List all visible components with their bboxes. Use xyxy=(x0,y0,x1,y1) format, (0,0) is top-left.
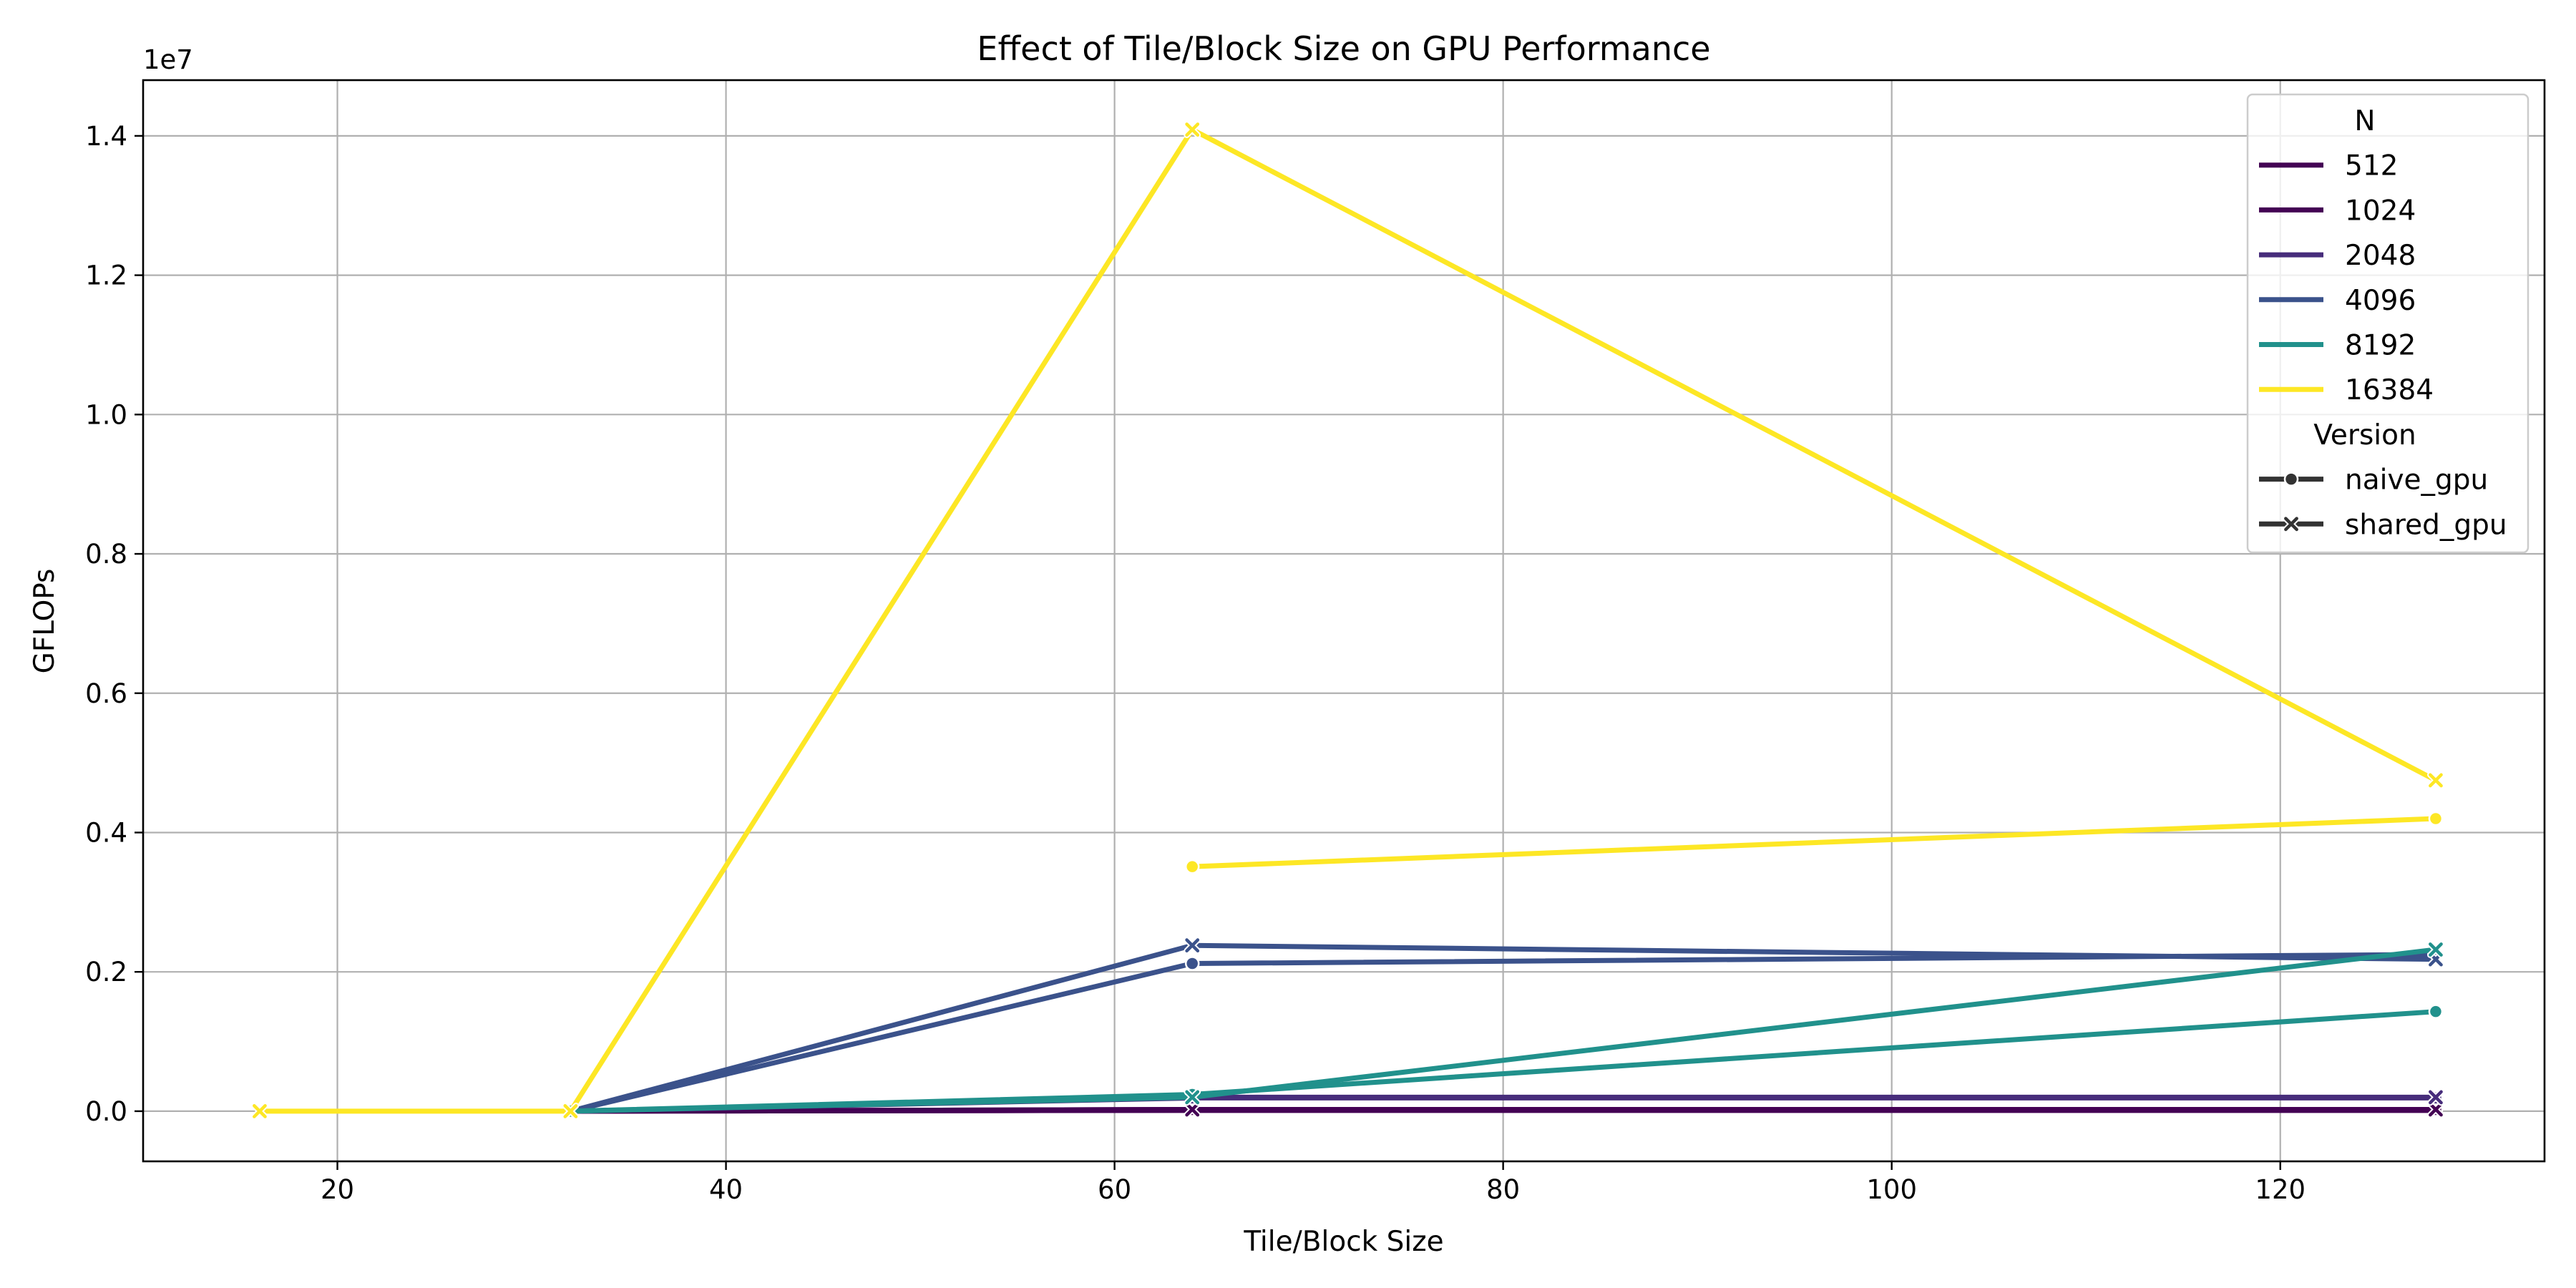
data-point-8192-shared_gpu-64 xyxy=(1184,1088,1201,1106)
legend-label-naive_gpu: naive_gpu xyxy=(2345,464,2488,497)
data-point-16384-naive_gpu-64 xyxy=(1184,859,1200,874)
x-tick-label-20: 20 xyxy=(321,1174,354,1205)
chart-title: Effect of Tile/Block Size on GPU Perform… xyxy=(977,29,1710,68)
data-point-2048-shared_gpu-128 xyxy=(2427,1088,2444,1106)
y-tick-label-2: 0.4 xyxy=(85,817,127,848)
x-tick-label-100: 100 xyxy=(1866,1174,1917,1205)
y-tick-label-4: 0.8 xyxy=(85,539,127,570)
data-point-1024-shared_gpu-128 xyxy=(2427,1101,2444,1118)
legend-label-2048: 2048 xyxy=(2345,240,2416,272)
x-tick-label-60: 60 xyxy=(1098,1174,1131,1205)
y-tick-label-3: 0.6 xyxy=(85,678,127,709)
y-tick-label-7: 1.4 xyxy=(85,121,127,152)
legend: N 512 1024 2048 4096 8192 16384 Version naive_gp… xyxy=(2246,93,2529,554)
legend-label-1024: 1024 xyxy=(2345,195,2416,227)
y-tick-label-6: 1.2 xyxy=(85,260,127,291)
x-tick-label-120: 120 xyxy=(2255,1174,2306,1205)
y-tick-label-0: 0.0 xyxy=(85,1096,127,1127)
legend-title-n: N xyxy=(2354,105,2375,137)
data-point-8192-shared_gpu-128 xyxy=(2427,941,2444,958)
legend-label-4096: 4096 xyxy=(2345,285,2416,317)
y-axis-offset-label: 1e7 xyxy=(143,44,193,75)
series-line-16384-shared_gpu xyxy=(259,127,2437,1114)
legend-marker-shared_gpu xyxy=(2283,515,2300,533)
data-point-16384-naive_gpu-128 xyxy=(2428,811,2444,826)
x-axis-title: Tile/Block Size xyxy=(1243,1226,1443,1258)
axis-ticks: 20 40 60 80 100 120 0.0 0.2 0.4 0.6 0.8 1.0 1.2 1.4 xyxy=(85,121,2306,1205)
y-tick-label-5: 1.0 xyxy=(85,399,127,430)
data-point-16384-shared_gpu-32 xyxy=(562,1103,580,1120)
y-axis-title: GFLOPs xyxy=(29,569,61,674)
legend-label-shared_gpu: shared_gpu xyxy=(2345,509,2507,541)
x-tick-label-80: 80 xyxy=(1486,1174,1520,1205)
data-point-16384-shared_gpu-128 xyxy=(2427,771,2444,789)
data-point-4096-shared_gpu-64 xyxy=(1184,937,1201,955)
data-point-1024-shared_gpu-64 xyxy=(1184,1101,1201,1118)
legend-label-16384: 16384 xyxy=(2345,374,2434,406)
legend-marker-naive_gpu xyxy=(2283,472,2299,487)
y-tick-label-1: 0.2 xyxy=(85,957,127,987)
data-point-8192-naive_gpu-128 xyxy=(2428,1004,2444,1019)
series-group xyxy=(251,121,2444,1120)
data-point-16384-shared_gpu-16 xyxy=(251,1103,268,1120)
series-line-16384-naive_gpu xyxy=(1192,816,2436,869)
x-tick-label-40: 40 xyxy=(709,1174,743,1205)
series-16384-shared_gpu xyxy=(251,121,2444,1120)
legend-label-512: 512 xyxy=(2345,150,2398,182)
legend-title-version: Version xyxy=(2313,419,2416,452)
data-point-16384-shared_gpu-64 xyxy=(1184,121,1201,139)
series-line-1024-shared_gpu xyxy=(570,1106,2436,1114)
series-16384-naive_gpu xyxy=(1184,811,2444,874)
plot-frame xyxy=(142,79,2546,1163)
data-point-4096-naive_gpu-64 xyxy=(1184,956,1200,971)
legend-label-8192: 8192 xyxy=(2345,330,2416,362)
